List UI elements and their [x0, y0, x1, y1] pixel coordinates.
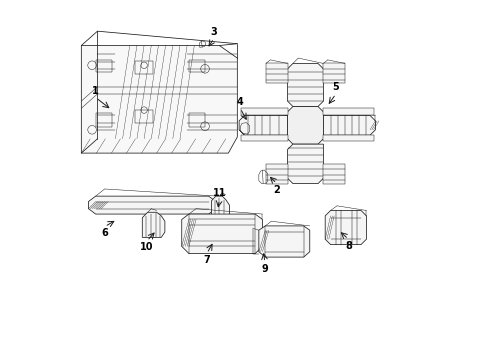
Text: 7: 7 [203, 255, 210, 265]
Text: 4: 4 [236, 97, 243, 107]
Polygon shape [211, 196, 229, 220]
Polygon shape [287, 107, 323, 144]
Text: 8: 8 [345, 240, 351, 251]
Text: 1: 1 [92, 86, 99, 96]
Bar [96, 113, 112, 127]
Polygon shape [258, 226, 309, 257]
Bar [188, 113, 204, 127]
Polygon shape [287, 63, 323, 107]
Text: 11: 11 [212, 188, 225, 198]
Polygon shape [88, 196, 215, 214]
Polygon shape [323, 135, 373, 141]
Polygon shape [239, 116, 287, 135]
Text: 2: 2 [273, 185, 280, 195]
Text: 9: 9 [261, 264, 268, 274]
Bar [188, 60, 204, 72]
Polygon shape [142, 212, 164, 237]
Text: 3: 3 [210, 27, 217, 37]
Bar [135, 60, 153, 74]
Bar [96, 60, 112, 72]
Polygon shape [323, 164, 344, 184]
Polygon shape [323, 116, 375, 135]
Bar [135, 110, 153, 123]
Polygon shape [182, 214, 262, 253]
Polygon shape [81, 45, 237, 153]
Polygon shape [287, 144, 323, 184]
Polygon shape [323, 108, 373, 116]
Polygon shape [265, 164, 287, 184]
Text: 10: 10 [140, 242, 153, 252]
Text: 5: 5 [332, 82, 339, 93]
Polygon shape [241, 108, 287, 116]
Polygon shape [241, 135, 287, 141]
Text: 6: 6 [101, 228, 108, 238]
Polygon shape [325, 211, 366, 244]
Polygon shape [323, 63, 344, 83]
Polygon shape [265, 63, 287, 83]
